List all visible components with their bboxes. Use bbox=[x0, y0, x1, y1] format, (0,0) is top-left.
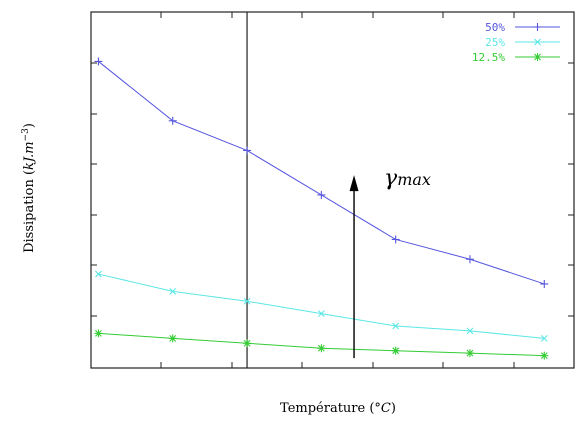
legend-label-1: 25% bbox=[485, 36, 505, 49]
series-1-point-4-d2 bbox=[392, 322, 400, 330]
legend-marker-2 bbox=[533, 53, 542, 61]
series-1-point-0 bbox=[95, 270, 102, 278]
legend-label-2: 12.5% bbox=[472, 51, 505, 64]
axis-ticks bbox=[90, 12, 574, 368]
series-2-point-5 bbox=[465, 349, 474, 358]
series-0-point-4 bbox=[391, 235, 400, 244]
series-2-point-0 bbox=[94, 329, 103, 338]
y-axis-label: Dissipation (kJ.m−3) bbox=[21, 123, 37, 253]
series-2-point-3-d2 bbox=[317, 344, 325, 352]
series-2-point-4-d2 bbox=[392, 347, 400, 355]
series-1-point-3 bbox=[317, 310, 325, 318]
series-line-0 bbox=[98, 61, 545, 285]
series-2-point-3 bbox=[317, 344, 326, 353]
annotation-group: γmax bbox=[349, 166, 431, 359]
series-2-point-5-d2 bbox=[466, 349, 474, 357]
series-1-point-5 bbox=[466, 327, 474, 335]
series-1 bbox=[95, 270, 548, 342]
series-2-point-6-d2 bbox=[540, 352, 548, 360]
legend-marker-1 bbox=[534, 38, 541, 46]
series-0-point-5 bbox=[465, 255, 474, 264]
series-0-point-2 bbox=[243, 146, 252, 155]
series-1-point-5-d2 bbox=[466, 327, 474, 335]
series-2 bbox=[94, 329, 549, 360]
series-2-point-1 bbox=[168, 334, 177, 343]
series-2-point-2-d2 bbox=[243, 339, 251, 347]
series-1-point-6-d2 bbox=[540, 334, 548, 342]
legend-marker-1-d2 bbox=[534, 38, 541, 46]
legend-marker-2-d2 bbox=[534, 53, 541, 61]
series-0 bbox=[94, 57, 549, 288]
series-1-point-2-d2 bbox=[243, 297, 251, 305]
x-axis-label: Température (°C) bbox=[280, 401, 396, 416]
series-1-point-0-d2 bbox=[95, 270, 102, 278]
legend-label-0: 50% bbox=[485, 21, 505, 34]
series-0-point-6 bbox=[540, 279, 549, 288]
series-2-point-0-d2 bbox=[95, 329, 102, 337]
series-1-point-2 bbox=[243, 297, 251, 305]
annotation-arrow-head bbox=[349, 175, 359, 192]
series-group bbox=[94, 57, 549, 360]
series-2-point-1-d2 bbox=[169, 334, 177, 342]
legend: 50% 25% 12.5% bbox=[472, 21, 560, 64]
series-1-point-1-d2 bbox=[169, 287, 177, 295]
series-0-point-0 bbox=[94, 57, 103, 66]
series-2-point-4 bbox=[391, 346, 400, 355]
series-1-point-4 bbox=[392, 322, 400, 330]
series-1-point-1 bbox=[169, 287, 177, 295]
series-line-1 bbox=[98, 273, 545, 339]
series-0-point-1 bbox=[168, 116, 177, 125]
series-1-point-6 bbox=[540, 334, 548, 342]
series-2-point-2 bbox=[243, 339, 252, 348]
annotation-label: γmax bbox=[384, 166, 431, 191]
plot-frame bbox=[90, 11, 575, 369]
series-0-point-3 bbox=[317, 190, 326, 199]
legend-marker-0 bbox=[533, 23, 542, 31]
series-2-point-6 bbox=[540, 351, 549, 360]
series-1-point-3-d2 bbox=[317, 310, 325, 318]
